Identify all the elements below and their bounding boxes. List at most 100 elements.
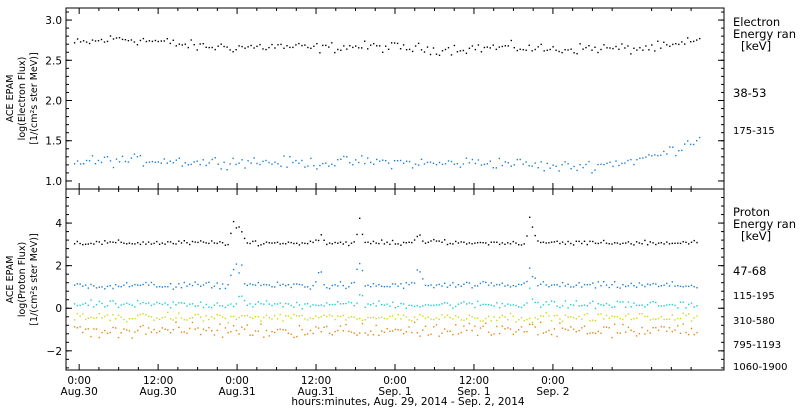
data-point [161,242,163,244]
data-point [482,280,484,283]
data-point [534,162,536,164]
data-point [531,165,533,167]
data-point [257,316,259,318]
data-point [540,321,542,323]
data-point [687,37,689,39]
data-point [178,157,180,159]
data-point [678,43,680,46]
data-point [652,327,654,329]
data-point [660,285,662,287]
data-point [323,239,325,241]
data-point [612,165,614,168]
data-point [688,285,690,288]
data-point [348,316,350,319]
data-point [334,165,336,167]
y-axis-label: [1/(cm²s ster MeV)] [29,52,40,144]
data-point [479,327,482,329]
data-point [471,158,474,161]
data-point [476,300,479,302]
data-point [282,283,284,285]
data-point [325,162,327,164]
data-point [446,330,449,333]
data-point [304,334,306,336]
data-point [679,301,682,303]
data-point [238,333,240,335]
data-point [644,315,646,318]
data-point [507,284,509,286]
data-point [496,325,498,328]
data-point [611,284,613,286]
data-point [545,312,547,314]
data-point [370,286,372,288]
data-point [186,332,188,334]
data-point [693,286,695,288]
data-point [391,239,394,242]
data-point [537,46,539,48]
data-point [293,306,295,308]
data-point [387,48,390,50]
data-point [424,284,427,287]
data-point [87,243,89,245]
data-point [550,333,553,336]
data-point [501,314,503,317]
data-point [158,302,161,305]
data-point [498,332,501,335]
data-point [191,321,194,324]
data-point [622,318,624,321]
data-point [172,301,174,303]
data-point [422,315,424,317]
data-point [540,283,542,285]
data-point [326,287,328,289]
data-point [216,329,218,332]
data-point [227,322,229,324]
data-point [581,304,583,307]
data-point [381,316,383,318]
data-point [441,50,444,52]
data-point [592,319,594,321]
data-point [570,303,572,306]
data-point [320,331,322,333]
data-point [561,327,564,329]
data-point [90,299,92,301]
data-point [157,161,159,163]
data-point [320,304,322,306]
data-point [688,333,690,336]
data-point [230,315,232,318]
data-point [326,325,328,328]
data-point [172,319,174,321]
data-point [158,330,161,332]
data-point [492,167,494,169]
data-point [389,286,391,288]
data-point [480,51,483,53]
data-point [455,324,457,326]
data-point [674,329,676,331]
data-point [699,136,701,139]
data-point [128,242,131,244]
data-point [526,235,528,237]
data-point [394,283,397,285]
data-point [283,47,285,49]
data-point [235,263,238,265]
data-point [567,316,569,318]
data-point [82,313,84,315]
data-point [172,39,174,41]
y-tick-label: 2 [55,261,62,273]
data-point [104,315,106,318]
data-point [699,37,701,40]
data-point [493,305,495,307]
data-point [605,326,608,328]
data-point [358,161,360,164]
data-point [226,46,228,48]
x-tick-date-label: Aug.31 [218,386,255,398]
data-point [482,325,484,327]
data-point [189,317,191,319]
data-point [663,243,665,245]
data-point [189,303,191,305]
data-point [642,49,644,51]
data-point [493,285,495,287]
data-point [194,281,196,283]
data-point [334,318,336,321]
data-point [435,53,438,55]
data-point [181,44,183,46]
data-point [79,41,82,43]
